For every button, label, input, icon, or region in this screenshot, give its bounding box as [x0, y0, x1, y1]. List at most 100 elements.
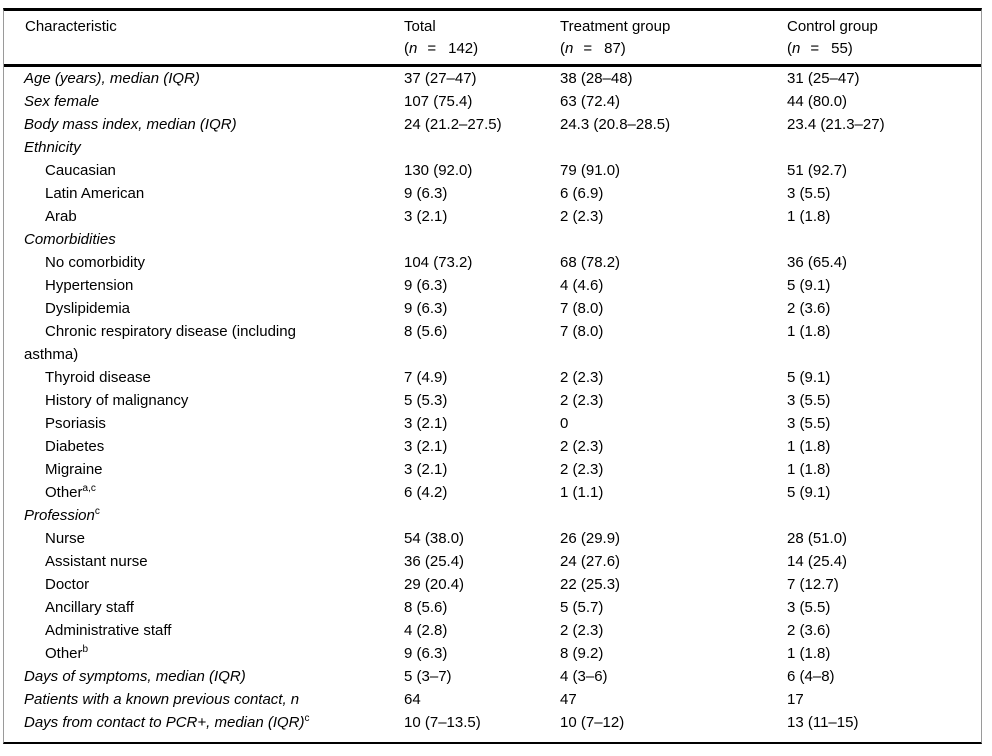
table-body: Age (years), median (IQR) 37 (27–47) 38 (2…	[4, 66, 981, 735]
row-label-text: Comorbidities	[24, 231, 116, 248]
footnote-marker: b	[82, 644, 89, 655]
cell-control	[787, 504, 981, 527]
n-value: 55	[831, 40, 848, 57]
table-row: Body mass index, median (IQR) 24 (21.2–27…	[4, 113, 981, 136]
row-label-cell: Hypertension	[4, 274, 404, 297]
row-label-text: Ancillary staff	[45, 599, 134, 616]
cell-control: 17	[787, 691, 804, 708]
cell-total: 107 (75.4)	[404, 93, 473, 110]
table-row: Chronic respiratory disease (including a…	[4, 320, 981, 366]
column-header-label: Treatment group	[560, 18, 671, 35]
row-label-text: Sex female	[24, 93, 100, 110]
row-label-text: Profession	[24, 507, 95, 524]
paren-open: (	[787, 40, 792, 57]
row-label: No comorbidity	[24, 251, 339, 274]
table-row: Doctor 29 (20.4) 22 (25.3) 7 (12.7)	[4, 573, 981, 596]
table-row: Assistant nurse 36 (25.4) 24 (27.6) 14 (25.…	[4, 550, 981, 573]
row-label: Professionc	[24, 504, 339, 527]
footnote-marker: a,c	[82, 483, 96, 494]
cell-treatment: 6 (6.9)	[560, 185, 604, 202]
column-header-characteristic: Characteristic	[4, 11, 404, 67]
row-label-cell: Days from contact to PCR+, median (IQR)c	[4, 711, 404, 734]
table-row: No comorbidity 104 (73.2) 68 (78.2) 36 (65.…	[4, 251, 981, 274]
cell-treatment: 2 (2.3)	[560, 369, 604, 386]
row-label: Days from contact to PCR+, median (IQR)c	[24, 711, 339, 734]
row-label: Age (years), median (IQR)	[24, 67, 339, 90]
table-row: Nurse 54 (38.0) 26 (29.9) 28 (51.0)	[4, 527, 981, 550]
table-row: Caucasian 130 (92.0) 79 (91.0) 51 (92.7)	[4, 159, 981, 182]
row-label-text: Other	[45, 484, 83, 501]
cell-total: 4 (2.8)	[404, 622, 448, 639]
row-label-cell: Assistant nurse	[4, 550, 404, 573]
header-row: Characteristic Total (n = 142) Treatment g…	[4, 11, 981, 67]
cell-treatment	[560, 136, 787, 159]
cell-control: 5 (9.1)	[787, 369, 831, 386]
row-label: Otherb	[24, 642, 339, 665]
cell-treatment: 24.3 (20.8–28.5)	[560, 116, 671, 133]
paren-close: )	[620, 40, 626, 57]
cell-total: 104 (73.2)	[404, 254, 473, 271]
row-label: Dyslipidemia	[24, 297, 339, 320]
row-label: Chronic respiratory disease (including a…	[24, 320, 339, 366]
row-label-cell: No comorbidity	[4, 251, 404, 274]
cell-treatment: 8 (9.2)	[560, 645, 604, 662]
row-label-text: Ethnicity	[24, 139, 81, 156]
cell-treatment: 10 (7–12)	[560, 714, 625, 731]
cell-treatment: 68 (78.2)	[560, 254, 621, 271]
row-label-cell: Othera,c	[4, 481, 404, 504]
cell-treatment: 2 (2.3)	[560, 438, 604, 455]
cell-total: 3 (2.1)	[404, 415, 448, 432]
cell-total: 5 (3–7)	[404, 668, 452, 685]
table-row: Hypertension 9 (6.3) 4 (4.6) 5 (9.1)	[4, 274, 981, 297]
cell-treatment: 2 (2.3)	[560, 622, 604, 639]
row-label: Doctor	[24, 573, 339, 596]
column-header-label: Control group	[787, 18, 878, 35]
row-label-text: Other	[45, 645, 83, 662]
cell-control	[787, 228, 981, 251]
cell-total: 36 (25.4)	[404, 553, 465, 570]
row-label: Sex female	[24, 90, 339, 113]
cell-control: 1 (1.8)	[787, 461, 831, 478]
cell-control: 2 (3.6)	[787, 300, 831, 317]
cell-total: 130 (92.0)	[404, 162, 473, 179]
table-frame: Characteristic Total (n = 142) Treatment g…	[3, 8, 982, 744]
cell-treatment	[560, 228, 787, 251]
cell-treatment: 2 (2.3)	[560, 208, 604, 225]
row-label-cell: Body mass index, median (IQR)	[4, 113, 404, 136]
row-label-text: Nurse	[45, 530, 86, 547]
cell-treatment: 4 (4.6)	[560, 277, 604, 294]
row-label: Nurse	[24, 527, 339, 550]
cell-control: 1 (1.8)	[787, 323, 831, 340]
table-row: Migraine 3 (2.1) 2 (2.3) 1 (1.8)	[4, 458, 981, 481]
cell-total: 29 (20.4)	[404, 576, 465, 593]
row-label: History of malignancy	[24, 389, 339, 412]
column-header-n: (n = 142)	[404, 38, 560, 60]
cell-treatment: 4 (3–6)	[560, 668, 608, 685]
cell-total: 3 (2.1)	[404, 461, 448, 478]
cell-control: 3 (5.5)	[787, 415, 831, 432]
row-label: Caucasian	[24, 159, 339, 182]
row-label-cell: Patients with a known previous contact, …	[4, 688, 404, 711]
row-label: Latin American	[24, 182, 339, 205]
row-label-text: Body mass index, median (IQR)	[24, 116, 237, 133]
cell-control: 5 (9.1)	[787, 277, 831, 294]
cell-treatment: 2 (2.3)	[560, 461, 604, 478]
cell-control: 13 (11–15)	[787, 714, 859, 731]
row-label-cell: Doctor	[4, 573, 404, 596]
table-row: Patients with a known previous contact, …	[4, 688, 981, 711]
table-row: Administrative staff 4 (2.8) 2 (2.3) 2 (3.6…	[4, 619, 981, 642]
cell-control: 6 (4–8)	[787, 668, 835, 685]
row-label-cell: Days of symptoms, median (IQR)	[4, 665, 404, 688]
row-label-text: Diabetes	[45, 438, 105, 455]
cell-treatment: 7 (8.0)	[560, 300, 604, 317]
row-label-text: Arab	[45, 208, 77, 225]
row-label-text: Thyroid disease	[45, 369, 151, 386]
cell-total: 5 (5.3)	[404, 392, 448, 409]
table-row: Psoriasis 3 (2.1) 0 3 (5.5)	[4, 412, 981, 435]
column-header-n: (n = 55)	[787, 38, 981, 60]
cell-control: 1 (1.8)	[787, 208, 831, 225]
row-label-cell: Chronic respiratory disease (including a…	[4, 320, 404, 366]
n-symbol: n	[792, 40, 801, 57]
cell-treatment: 2 (2.3)	[560, 392, 604, 409]
column-header-label: Characteristic	[25, 18, 117, 35]
